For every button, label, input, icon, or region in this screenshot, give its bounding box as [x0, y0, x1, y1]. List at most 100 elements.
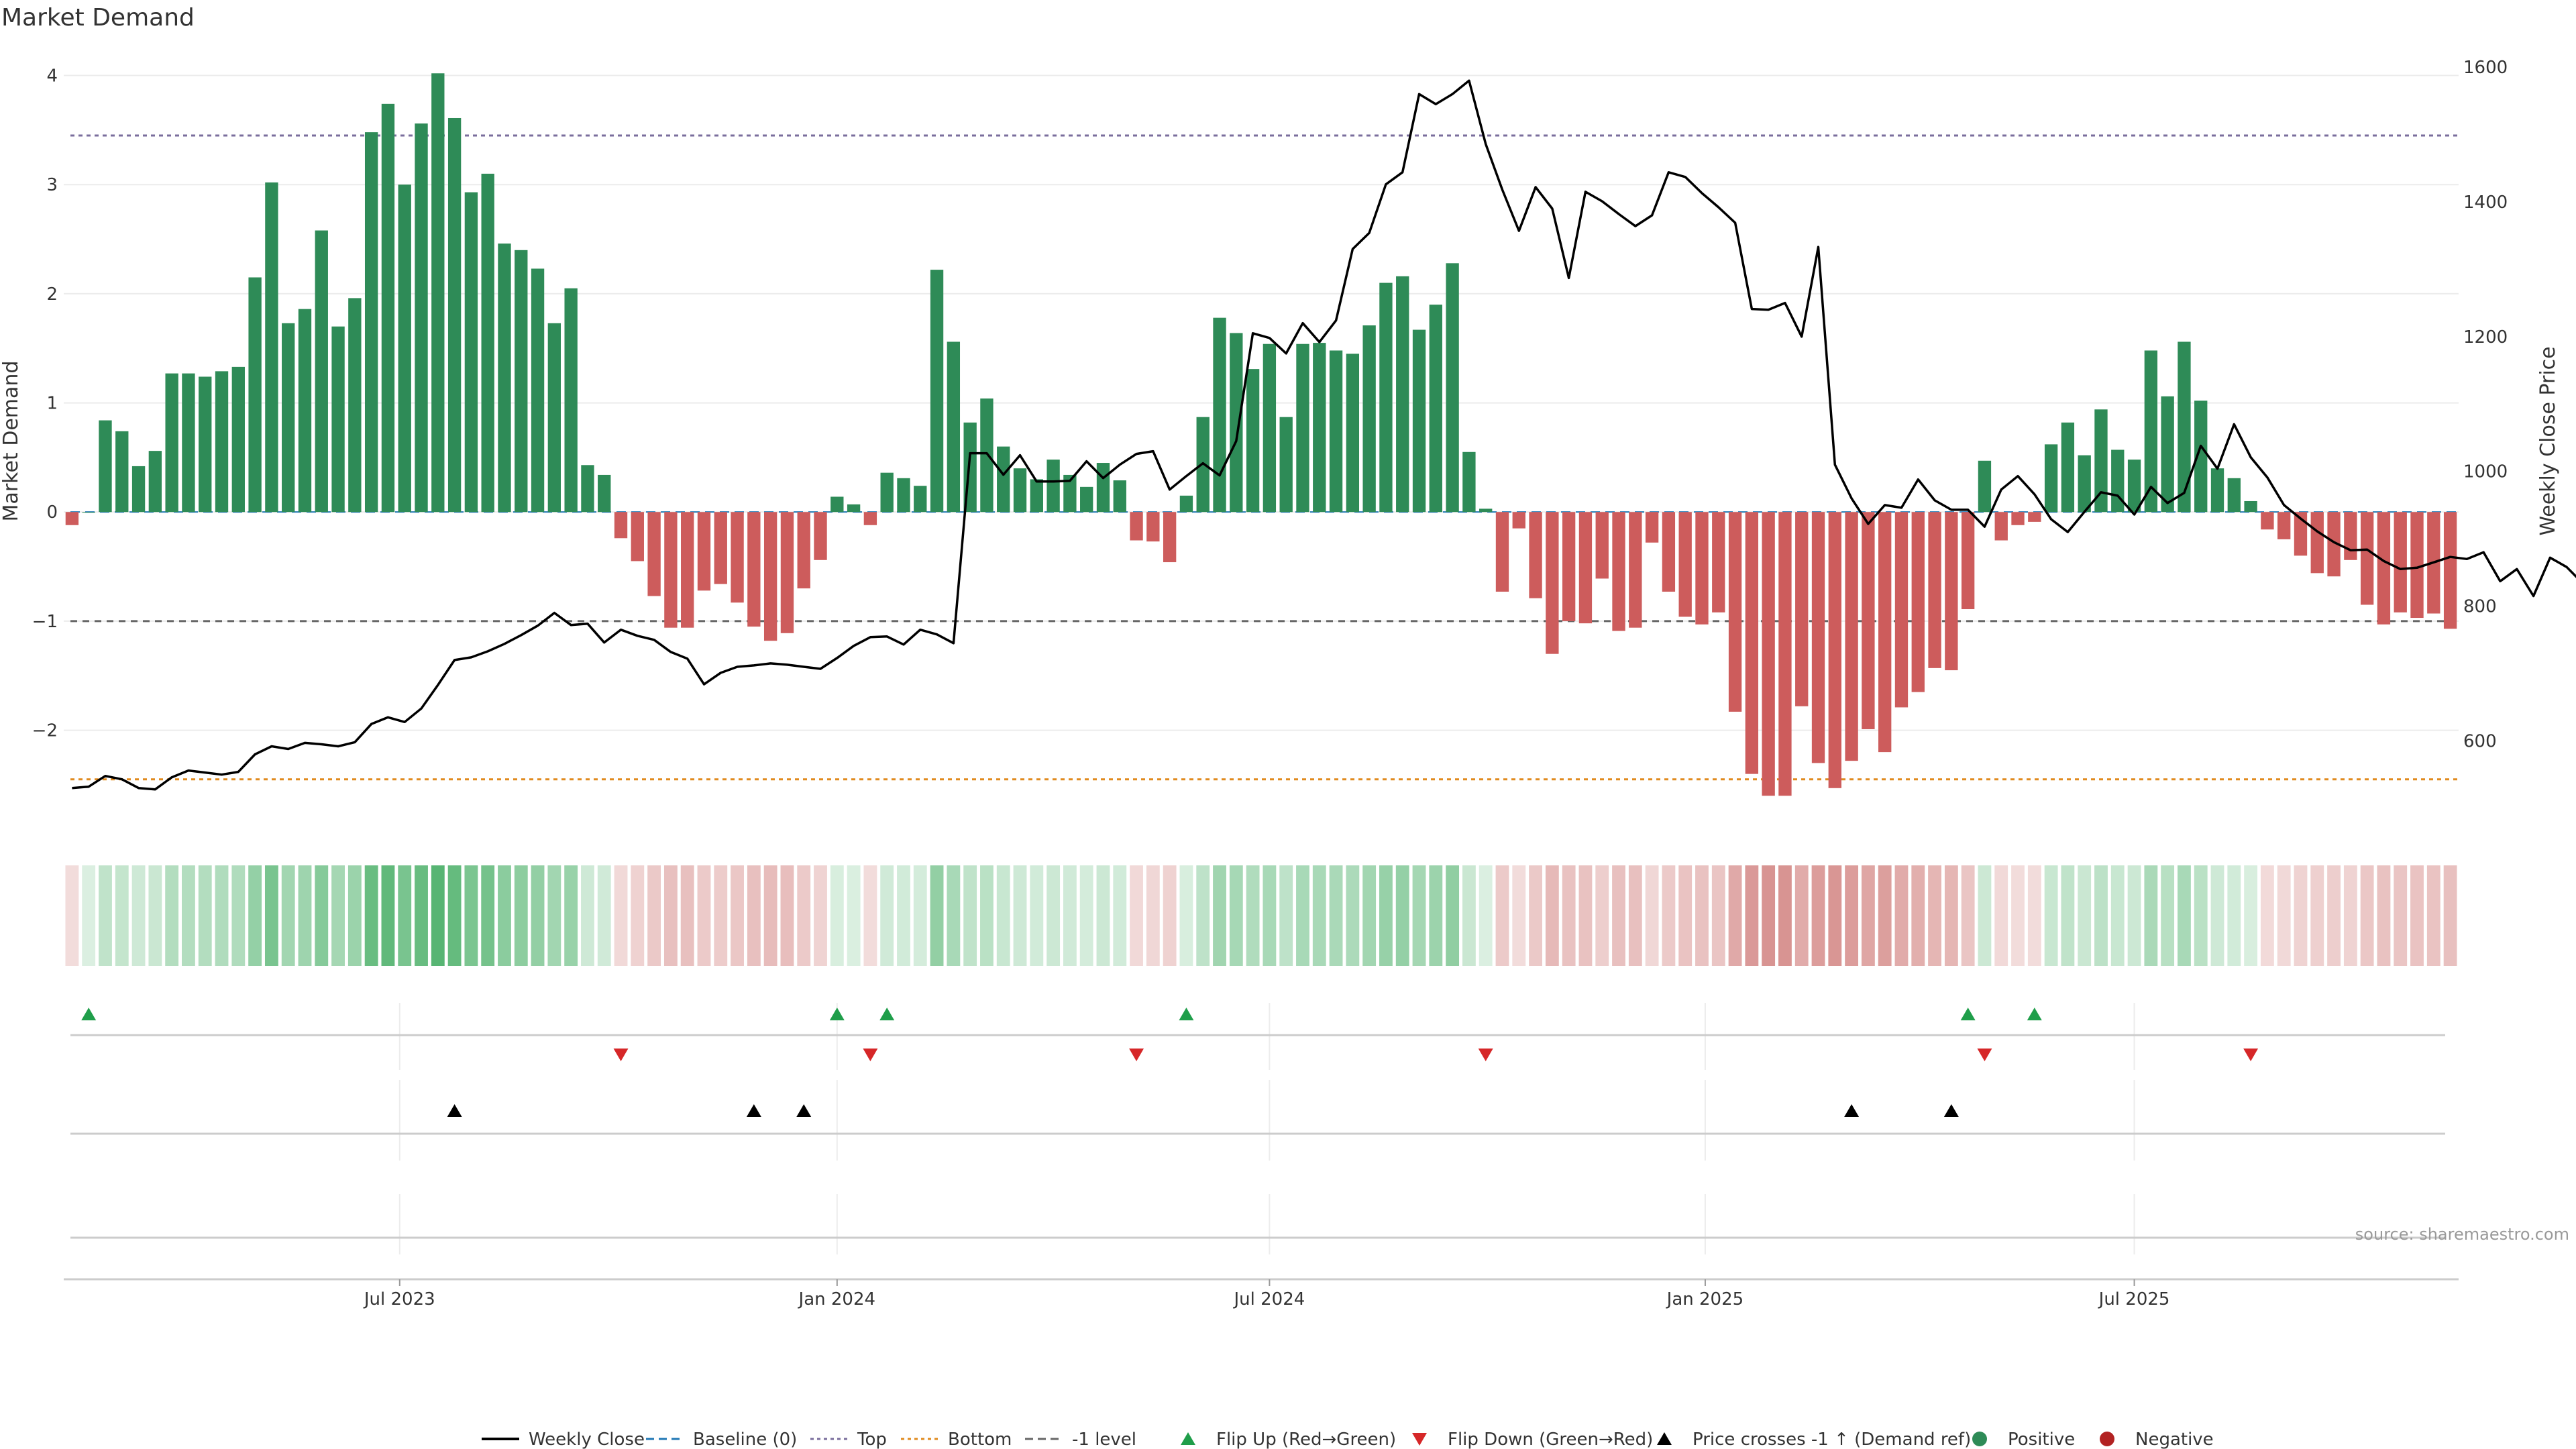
demand-heat-cell: [1728, 865, 1742, 966]
demand-bar: [1096, 463, 1110, 513]
demand-bar: [1130, 512, 1143, 541]
demand-heat-cell: [2410, 865, 2424, 966]
demand-bar: [947, 341, 961, 513]
demand-heat-cell: [415, 865, 428, 966]
demand-bar: [547, 323, 561, 513]
demand-heat-cell: [814, 865, 827, 966]
weekly-close-line: [72, 79, 2576, 791]
x-tick-label: Jan 2024: [798, 1289, 876, 1309]
legend-label: Top: [857, 1430, 887, 1449]
demand-bar: [1645, 512, 1659, 543]
x-tick-label: Jul 2024: [1232, 1289, 1305, 1309]
demand-heat-cell: [2377, 865, 2391, 966]
demand-bar: [1961, 512, 1975, 610]
demand-bar: [1762, 512, 1775, 796]
demand-bar: [2078, 455, 2091, 513]
demand-bar: [1329, 350, 1343, 513]
demand-heat-cell: [1362, 865, 1377, 966]
demand-heat-cell: [2144, 865, 2158, 966]
demand-bar: [1479, 508, 1493, 513]
demand-heat-cell: [1163, 865, 1177, 966]
demand-bar: [1163, 512, 1177, 563]
demand-bar: [148, 451, 162, 513]
demand-heat-cell: [597, 865, 611, 966]
demand-bar: [863, 512, 877, 525]
demand-heat-cell: [2360, 865, 2374, 966]
demand-heat-cell: [847, 865, 861, 966]
demand-heat-cell: [2027, 865, 2041, 966]
demand-bar: [980, 398, 994, 513]
demand-heat-cell: [2078, 865, 2092, 966]
demand-heat-cell: [2194, 865, 2208, 966]
demand-heat-cell: [1495, 865, 1509, 966]
demand-bar: [1146, 512, 1160, 542]
demand-heat-cell: [165, 865, 179, 966]
legend-swatch-triangle-down: [1412, 1433, 1427, 1446]
demand-bar: [2360, 512, 2374, 605]
demand-bar: [1878, 512, 1892, 753]
demand-bar: [1994, 512, 2008, 541]
demand-bar: [1712, 512, 1725, 612]
demand-heat-cell: [331, 865, 345, 966]
demand-bar: [1246, 369, 1260, 513]
demand-bar: [531, 268, 545, 513]
demand-heat-cell: [231, 865, 246, 966]
demand-heat-cell: [2094, 865, 2108, 966]
demand-bar: [1412, 329, 1426, 513]
demand-bars: [65, 73, 2457, 796]
demand-heat-cell: [1213, 865, 1226, 966]
demand-bar: [897, 478, 910, 513]
demand-bar: [2310, 512, 2324, 574]
demand-bar: [1379, 282, 1393, 513]
demand-heat-cell: [1612, 865, 1625, 966]
demand-bar: [131, 466, 146, 513]
demand-heat-cell: [1312, 865, 1326, 966]
y-axis-label: Market Demand: [0, 361, 23, 522]
demand-bar: [231, 366, 245, 513]
demand-heat-cell: [1978, 865, 1992, 966]
x-tick-label: Jul 2023: [363, 1289, 435, 1309]
flip-down-marker: [1478, 1049, 1493, 1061]
demand-bar: [1013, 468, 1027, 513]
demand-bar: [331, 326, 345, 513]
demand-heat-cell: [1794, 865, 1809, 966]
demand-bar: [2344, 512, 2357, 560]
demand-heat-cell: [1296, 865, 1309, 966]
demand-heat-cell: [1013, 865, 1027, 966]
demand-bar: [1612, 512, 1625, 631]
demand-bar: [298, 309, 312, 513]
demand-heat-cell: [731, 865, 744, 966]
demand-bar: [2410, 512, 2424, 619]
demand-heat-cell: [1246, 865, 1260, 966]
demand-heat-cell: [1628, 865, 1642, 966]
y2-axis-label: Weekly Close Price: [2536, 346, 2560, 535]
demand-bar: [763, 512, 777, 641]
price-cross-marker: [1943, 1104, 1959, 1117]
demand-heat-cell: [1113, 865, 1127, 966]
flip-down-marker: [1977, 1049, 1992, 1061]
demand-heat-cell: [498, 865, 511, 966]
demand-heat-cell: [364, 865, 378, 966]
demand-bar: [431, 73, 445, 513]
y-tick-label: −2: [32, 721, 58, 741]
demand-heat-cell: [980, 865, 994, 966]
demand-heat-cell: [148, 865, 162, 966]
demand-bar: [1595, 512, 1609, 579]
demand-bar: [1279, 417, 1293, 513]
demand-bar: [1179, 495, 1193, 513]
demand-bar: [1362, 325, 1376, 513]
demand-bar: [498, 244, 511, 513]
demand-bar: [82, 512, 95, 513]
demand-heat-cell: [1595, 865, 1609, 966]
demand-bar: [99, 420, 112, 513]
demand-heat-cell: [65, 865, 79, 966]
demand-heat-cell: [464, 865, 478, 966]
demand-heat-cell: [264, 865, 278, 966]
demand-heat-cell: [1229, 865, 1243, 966]
demand-bar: [914, 486, 927, 513]
demand-heat-cell: [1944, 865, 1958, 966]
demand-heat-cell: [1146, 865, 1160, 966]
demand-heat-cell: [2310, 865, 2324, 966]
demand-bar: [997, 446, 1010, 513]
